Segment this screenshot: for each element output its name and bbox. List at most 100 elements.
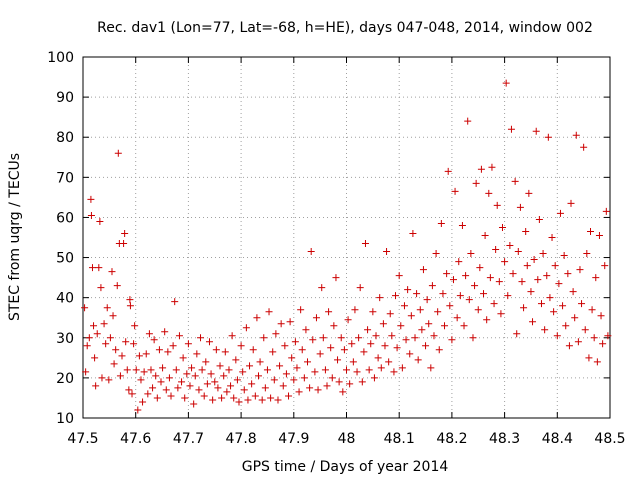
data-point [279, 382, 287, 390]
data-point [422, 342, 430, 350]
data-point [277, 320, 285, 328]
data-point [145, 330, 153, 338]
data-point [306, 384, 314, 392]
data-point [302, 326, 310, 334]
data-point [453, 314, 461, 322]
data-point [537, 300, 545, 308]
data-point [597, 312, 605, 320]
data-point [386, 310, 394, 318]
data-point [321, 366, 329, 374]
data-point [135, 352, 143, 360]
data-point [477, 165, 485, 173]
data-point [150, 336, 158, 344]
data-point [497, 310, 505, 318]
data-point [439, 290, 447, 298]
data-point [113, 282, 121, 290]
data-point [193, 350, 201, 358]
data-point [562, 322, 570, 330]
data-point [407, 312, 415, 320]
y-tick-label: 90 [56, 90, 74, 106]
data-point [444, 167, 452, 175]
data-point [167, 392, 175, 400]
data-point [535, 215, 543, 223]
x-tick-label: 48.4 [542, 431, 573, 447]
y-tick-label: 50 [56, 251, 74, 267]
data-point [449, 276, 457, 284]
data-point [153, 394, 161, 402]
data-point [602, 207, 610, 215]
data-point [161, 328, 169, 336]
data-point [90, 322, 98, 330]
data-point [242, 324, 250, 332]
data-point [134, 406, 142, 414]
data-point [599, 340, 607, 348]
data-point [239, 368, 247, 376]
data-point [105, 376, 113, 384]
data-point [516, 203, 524, 211]
data-point [365, 366, 373, 374]
data-point [379, 320, 387, 328]
data-point [184, 340, 192, 348]
data-point [274, 396, 282, 404]
data-point [572, 131, 580, 139]
data-point [581, 326, 589, 334]
data-point [175, 332, 183, 340]
data-point [220, 372, 228, 380]
data-point [183, 370, 191, 378]
data-point [225, 366, 233, 374]
data-point [330, 322, 338, 330]
data-point [87, 195, 95, 203]
data-point [85, 334, 93, 342]
data-point [432, 250, 440, 258]
data-point [123, 366, 131, 374]
x-tick-label: 48.2 [436, 431, 467, 447]
data-point [92, 382, 100, 390]
data-point [522, 227, 530, 235]
data-point [172, 366, 180, 374]
data-point [83, 342, 91, 350]
data-point [209, 396, 217, 404]
data-point [493, 201, 501, 209]
data-point [126, 296, 134, 304]
data-point [112, 346, 120, 354]
data-point [137, 376, 145, 384]
data-point [318, 284, 326, 292]
data-point [188, 364, 196, 372]
data-point [81, 304, 89, 312]
y-tick-label: 100 [47, 50, 74, 66]
data-point [316, 350, 324, 358]
data-point [323, 382, 331, 390]
x-tick-label: 48.1 [384, 431, 415, 447]
data-point [551, 262, 559, 270]
data-point [248, 380, 256, 388]
data-point [118, 352, 126, 360]
data-point [360, 348, 368, 356]
data-point [472, 179, 480, 187]
data-point [483, 316, 491, 324]
data-point [96, 217, 104, 225]
data-point [490, 300, 498, 308]
data-point [393, 344, 401, 352]
data-point [411, 334, 419, 342]
data-point [297, 306, 305, 314]
data-point [139, 398, 147, 406]
y-axis-label: STEC from uqrg / TECUs [7, 153, 23, 321]
data-point [253, 314, 261, 322]
data-point [451, 187, 459, 195]
data-point [88, 264, 96, 272]
x-tick-label: 47.5 [67, 431, 98, 447]
data-point [361, 240, 369, 248]
data-point [131, 322, 139, 330]
x-axis-label: GPS time / Days of year 2014 [242, 459, 449, 475]
data-point [230, 394, 238, 402]
data-point [418, 326, 426, 334]
data-point [514, 248, 522, 256]
data-point [532, 127, 540, 135]
x-tick-label: 48 [338, 431, 356, 447]
data-point [181, 394, 189, 402]
data-point [125, 386, 133, 394]
data-point [548, 234, 556, 241]
data-point [560, 252, 568, 260]
data-point [197, 334, 205, 342]
data-point [441, 322, 449, 330]
